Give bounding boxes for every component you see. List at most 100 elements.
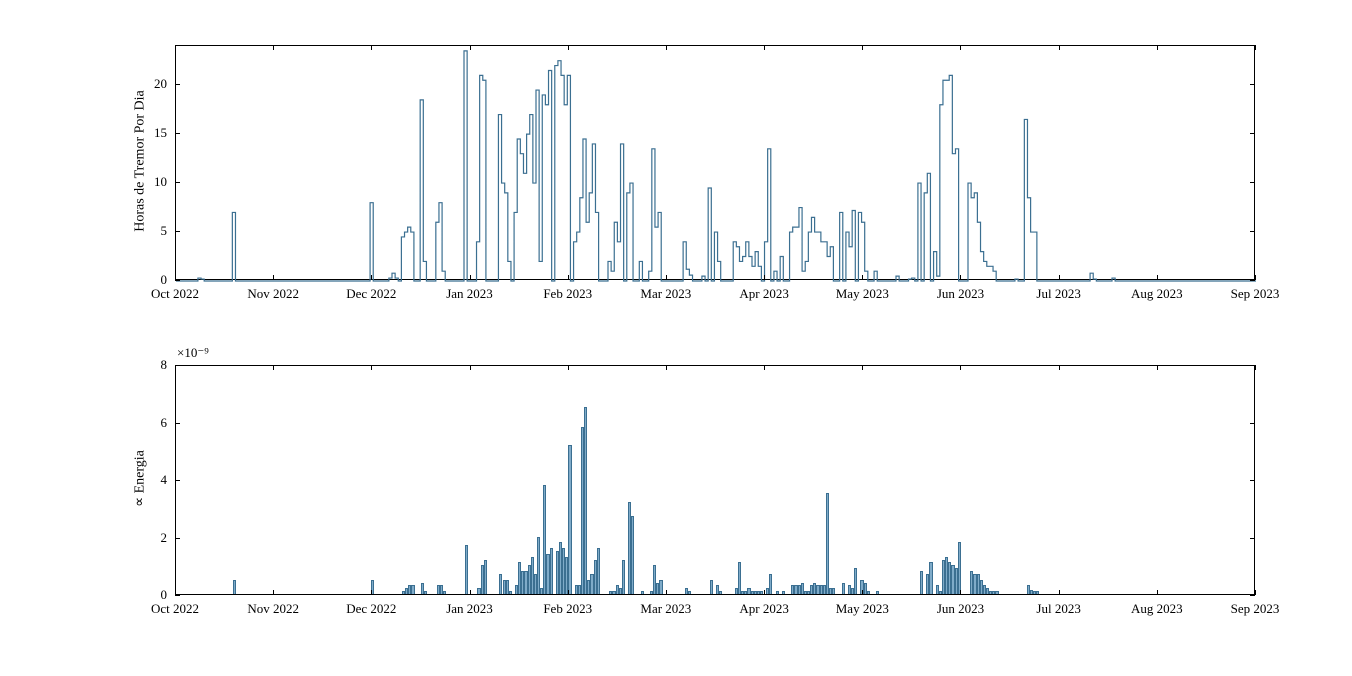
y-tick-label: 10: [137, 174, 167, 190]
x-tick: [1255, 365, 1256, 370]
plot-area: [175, 45, 1255, 280]
x-tick: [862, 365, 863, 370]
x-tick-label: Oct 2022: [140, 601, 210, 617]
y-tick: [175, 182, 180, 183]
x-tick-label: Sep 2023: [1220, 601, 1290, 617]
y-tick-label: 5: [137, 223, 167, 239]
bar: [509, 591, 512, 594]
x-tick-label: Sep 2023: [1220, 286, 1290, 302]
x-tick: [960, 365, 961, 370]
step-line: [176, 46, 1256, 281]
x-tick: [1255, 590, 1256, 595]
energy-chart: ∝ Energia02468Oct 2022Nov 2022Dec 2022Ja…: [175, 365, 1255, 595]
y-multiplier: ×10⁻⁹: [177, 345, 209, 361]
x-tick-label: Jan 2023: [435, 286, 505, 302]
y-tick: [175, 538, 180, 539]
bar: [995, 591, 998, 594]
x-tick: [1059, 275, 1060, 280]
x-tick-label: Dec 2022: [336, 601, 406, 617]
y-tick: [1250, 538, 1255, 539]
bar: [484, 560, 487, 595]
y-tick: [1250, 280, 1255, 281]
x-tick: [960, 45, 961, 50]
bar: [550, 548, 553, 594]
x-tick: [960, 275, 961, 280]
x-tick: [175, 365, 176, 370]
bar: [760, 591, 763, 594]
x-tick: [273, 365, 274, 370]
bar: [867, 591, 870, 594]
x-tick: [273, 590, 274, 595]
bar: [826, 493, 829, 594]
y-tick-label: 8: [137, 357, 167, 373]
x-tick-label: Aug 2023: [1122, 286, 1192, 302]
bar: [631, 516, 634, 594]
y-tick: [175, 423, 180, 424]
bar: [738, 562, 741, 594]
bar: [832, 588, 835, 594]
y-tick-label: 4: [137, 472, 167, 488]
y-tick-label: 6: [137, 415, 167, 431]
bar: [719, 591, 722, 594]
y-tick: [1250, 133, 1255, 134]
x-tick: [371, 365, 372, 370]
y-tick: [1250, 84, 1255, 85]
y-tick: [1250, 182, 1255, 183]
x-tick: [666, 365, 667, 370]
x-tick: [666, 590, 667, 595]
x-tick-label: Mar 2023: [631, 601, 701, 617]
x-tick: [862, 590, 863, 595]
x-tick: [175, 275, 176, 280]
x-tick-label: Dec 2022: [336, 286, 406, 302]
x-tick: [371, 275, 372, 280]
x-tick-label: Apr 2023: [729, 601, 799, 617]
x-tick: [568, 590, 569, 595]
x-tick: [273, 275, 274, 280]
x-tick: [470, 590, 471, 595]
x-tick-label: Apr 2023: [729, 286, 799, 302]
x-tick: [470, 45, 471, 50]
x-tick: [1157, 590, 1158, 595]
x-tick: [568, 45, 569, 50]
y-tick-label: 15: [137, 125, 167, 141]
bar: [769, 574, 772, 594]
x-tick: [1059, 45, 1060, 50]
x-tick: [764, 275, 765, 280]
x-tick: [1059, 365, 1060, 370]
bar: [411, 585, 414, 594]
x-tick: [1157, 45, 1158, 50]
x-tick: [666, 45, 667, 50]
y-tick: [175, 133, 180, 134]
bar: [929, 562, 932, 594]
x-tick: [273, 45, 274, 50]
x-tick-label: Jan 2023: [435, 601, 505, 617]
y-tick-label: 20: [137, 76, 167, 92]
x-tick: [1157, 275, 1158, 280]
y-tick: [1250, 231, 1255, 232]
bar: [597, 548, 600, 594]
bar: [958, 542, 961, 594]
y-tick: [175, 231, 180, 232]
y-tick: [175, 280, 180, 281]
x-tick-label: Nov 2022: [238, 286, 308, 302]
x-tick: [568, 365, 569, 370]
bar: [424, 591, 427, 594]
x-tick: [1255, 45, 1256, 50]
bar: [854, 568, 857, 594]
y-tick: [175, 84, 180, 85]
bar: [710, 580, 713, 594]
x-tick-label: Feb 2023: [533, 601, 603, 617]
x-tick: [862, 45, 863, 50]
tremor-hours-chart: Horas de Tremor Por Dia05101520Oct 2022N…: [175, 45, 1255, 280]
x-tick: [764, 590, 765, 595]
x-tick-label: May 2023: [827, 601, 897, 617]
x-tick: [1157, 365, 1158, 370]
bar: [920, 571, 923, 594]
x-tick-label: Jul 2023: [1024, 286, 1094, 302]
y-tick: [175, 595, 180, 596]
bar: [776, 591, 779, 594]
bar: [659, 580, 662, 594]
bar: [584, 407, 587, 594]
y-tick: [1250, 480, 1255, 481]
x-tick: [175, 45, 176, 50]
